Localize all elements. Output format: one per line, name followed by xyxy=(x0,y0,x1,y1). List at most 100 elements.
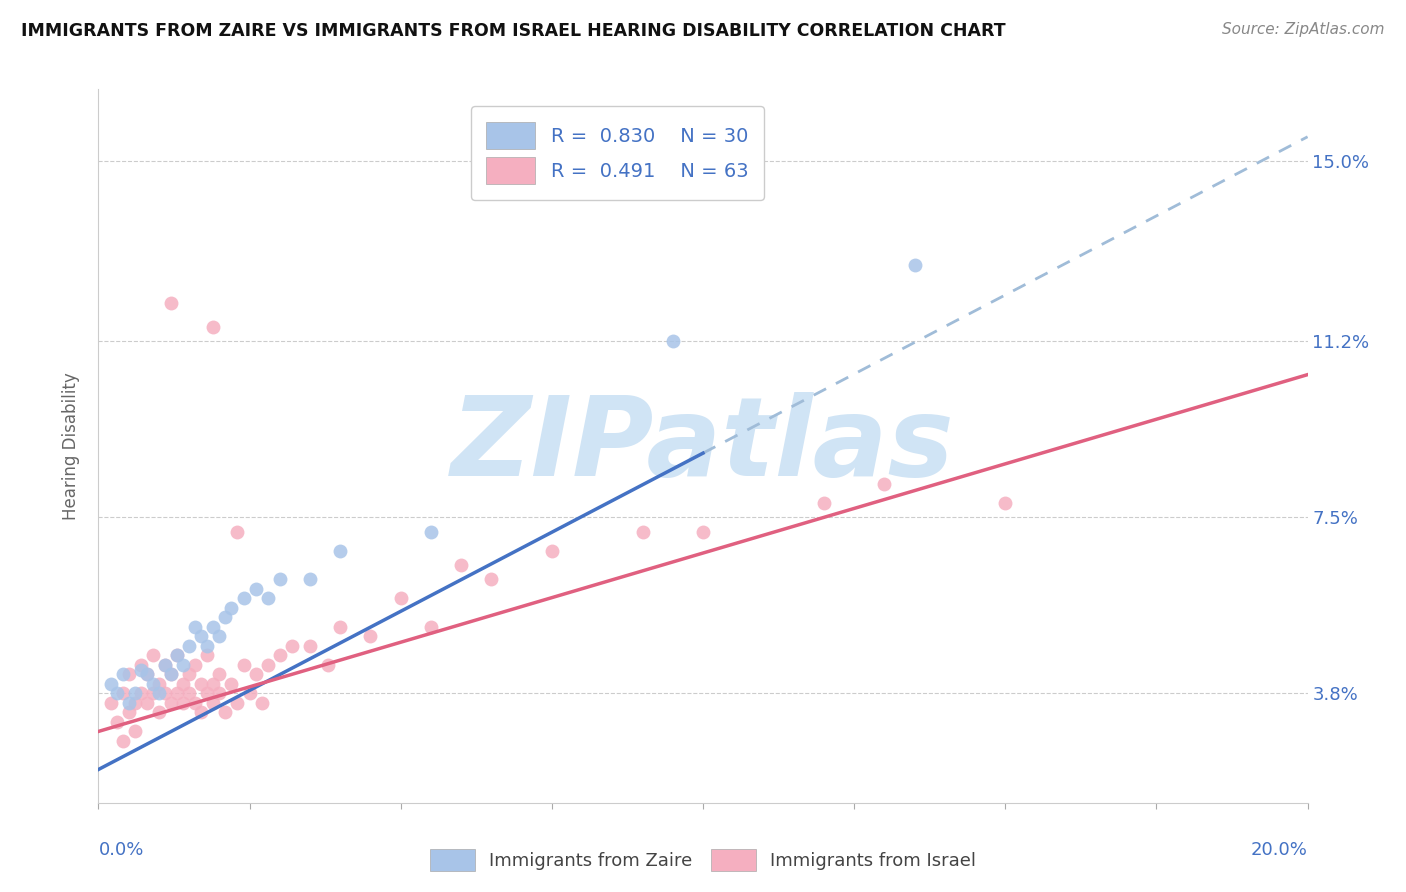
Point xyxy=(172,677,194,691)
Point xyxy=(172,696,194,710)
Point xyxy=(208,686,231,700)
Legend: Immigrants from Zaire, Immigrants from Israel: Immigrants from Zaire, Immigrants from I… xyxy=(423,842,983,879)
Point xyxy=(214,706,236,720)
Point xyxy=(148,706,170,720)
Point xyxy=(118,696,141,710)
Point xyxy=(160,696,183,710)
Point xyxy=(221,677,243,691)
Point xyxy=(994,496,1017,510)
Point xyxy=(281,639,304,653)
Point xyxy=(481,572,503,586)
Text: IMMIGRANTS FROM ZAIRE VS IMMIGRANTS FROM ISRAEL HEARING DISABILITY CORRELATION C: IMMIGRANTS FROM ZAIRE VS IMMIGRANTS FROM… xyxy=(21,22,1005,40)
Point xyxy=(813,496,835,510)
Text: 0.0%: 0.0% xyxy=(98,841,143,859)
Point xyxy=(250,696,273,710)
Point xyxy=(118,667,141,681)
Point xyxy=(148,677,170,691)
Point xyxy=(179,686,201,700)
Point xyxy=(195,639,218,653)
Point xyxy=(111,667,134,681)
Point xyxy=(221,600,243,615)
Point xyxy=(661,334,683,349)
Point xyxy=(329,543,352,558)
Point xyxy=(269,572,291,586)
Point xyxy=(316,657,339,672)
Point xyxy=(202,620,225,634)
Y-axis label: Hearing Disability: Hearing Disability xyxy=(62,372,80,520)
Point xyxy=(124,696,146,710)
Text: Source: ZipAtlas.com: Source: ZipAtlas.com xyxy=(1222,22,1385,37)
Point xyxy=(420,524,443,539)
Point xyxy=(118,706,141,720)
Point xyxy=(160,296,183,310)
Point xyxy=(190,629,212,643)
Point xyxy=(329,620,352,634)
Point xyxy=(105,714,128,729)
Point xyxy=(142,677,165,691)
Point xyxy=(142,648,165,663)
Point xyxy=(100,696,122,710)
Point xyxy=(184,620,207,634)
Text: ZIPatlas: ZIPatlas xyxy=(451,392,955,500)
Point xyxy=(239,686,262,700)
Point xyxy=(129,663,152,677)
Point xyxy=(299,639,322,653)
Point xyxy=(232,591,254,606)
Point xyxy=(540,543,562,558)
Point xyxy=(202,320,225,334)
Point xyxy=(153,686,176,700)
Point xyxy=(153,657,176,672)
Point xyxy=(129,657,152,672)
Point xyxy=(360,629,382,643)
Point xyxy=(226,524,249,539)
Point xyxy=(245,582,267,596)
Point xyxy=(631,524,654,539)
Text: 20.0%: 20.0% xyxy=(1251,841,1308,859)
Point xyxy=(232,657,254,672)
Point xyxy=(153,657,176,672)
Point xyxy=(179,639,201,653)
Point xyxy=(873,477,896,491)
Point xyxy=(450,558,472,572)
Point xyxy=(299,572,322,586)
Point xyxy=(135,667,157,681)
Legend: R =  0.830    N = 30, R =  0.491    N = 63: R = 0.830 N = 30, R = 0.491 N = 63 xyxy=(471,106,763,200)
Point xyxy=(124,724,146,739)
Point xyxy=(208,667,231,681)
Point xyxy=(269,648,291,663)
Point xyxy=(166,648,188,663)
Point xyxy=(129,686,152,700)
Point xyxy=(214,610,236,624)
Point xyxy=(190,677,212,691)
Point xyxy=(420,620,443,634)
Point xyxy=(135,696,157,710)
Point xyxy=(179,667,201,681)
Point xyxy=(148,686,170,700)
Point xyxy=(195,648,218,663)
Point xyxy=(111,734,134,748)
Point xyxy=(904,258,927,272)
Point xyxy=(184,657,207,672)
Point xyxy=(208,629,231,643)
Point xyxy=(389,591,412,606)
Point xyxy=(142,686,165,700)
Point xyxy=(195,686,218,700)
Point xyxy=(226,696,249,710)
Point xyxy=(692,524,714,539)
Point xyxy=(202,677,225,691)
Point xyxy=(160,667,183,681)
Point xyxy=(190,706,212,720)
Point xyxy=(172,657,194,672)
Point xyxy=(105,686,128,700)
Point xyxy=(166,648,188,663)
Point xyxy=(135,667,157,681)
Point xyxy=(245,667,267,681)
Point xyxy=(256,591,278,606)
Point xyxy=(111,686,134,700)
Point xyxy=(124,686,146,700)
Point xyxy=(256,657,278,672)
Point xyxy=(100,677,122,691)
Point xyxy=(184,696,207,710)
Point xyxy=(160,667,183,681)
Point xyxy=(202,696,225,710)
